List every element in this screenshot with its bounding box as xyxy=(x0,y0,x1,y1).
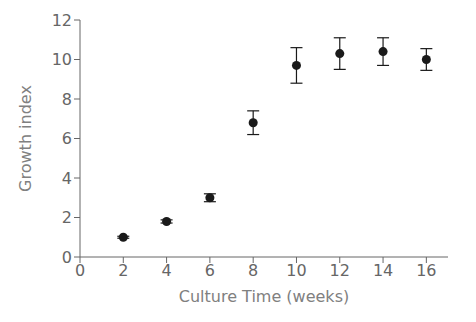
svg-text:8: 8 xyxy=(62,90,72,109)
svg-text:10: 10 xyxy=(286,261,306,280)
svg-text:12: 12 xyxy=(52,11,72,30)
svg-text:Culture Time (weeks): Culture Time (weeks) xyxy=(179,287,349,306)
svg-text:10: 10 xyxy=(52,50,72,69)
svg-text:16: 16 xyxy=(416,261,436,280)
svg-text:Growth index: Growth index xyxy=(16,85,35,192)
svg-text:0: 0 xyxy=(62,248,72,267)
svg-text:4: 4 xyxy=(161,261,171,280)
svg-text:2: 2 xyxy=(62,208,72,227)
svg-text:4: 4 xyxy=(62,169,72,188)
svg-text:0: 0 xyxy=(75,261,85,280)
svg-text:8: 8 xyxy=(248,261,258,280)
svg-text:14: 14 xyxy=(373,261,393,280)
svg-text:6: 6 xyxy=(205,261,215,280)
svg-text:12: 12 xyxy=(330,261,350,280)
svg-text:2: 2 xyxy=(118,261,128,280)
svg-text:6: 6 xyxy=(62,129,72,148)
